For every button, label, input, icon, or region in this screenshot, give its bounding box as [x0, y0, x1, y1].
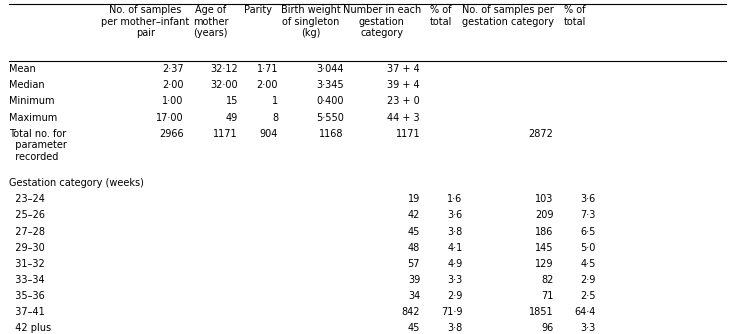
Text: Total no. for
  parameter
  recorded: Total no. for parameter recorded [9, 129, 67, 162]
Text: 48: 48 [408, 243, 420, 253]
Text: 1·71: 1·71 [257, 64, 278, 74]
Text: 129: 129 [535, 259, 553, 269]
Text: 1851: 1851 [529, 307, 553, 317]
Text: 2·5: 2·5 [580, 291, 596, 301]
Text: 1171: 1171 [395, 129, 420, 139]
Text: 45: 45 [408, 226, 420, 236]
Text: 3·6: 3·6 [580, 194, 596, 204]
Text: 23 + 0: 23 + 0 [387, 97, 420, 107]
Text: 15: 15 [226, 97, 238, 107]
Text: Gestation category (weeks): Gestation category (weeks) [9, 178, 143, 188]
Text: 3·6: 3·6 [447, 210, 462, 220]
Text: 32·00: 32·00 [211, 80, 238, 91]
Text: 5·0: 5·0 [580, 243, 596, 253]
Text: 904: 904 [260, 129, 278, 139]
Text: 6·5: 6·5 [580, 226, 596, 236]
Text: 4·5: 4·5 [580, 259, 596, 269]
Text: 71: 71 [541, 291, 553, 301]
Text: 2·37: 2·37 [162, 64, 183, 74]
Text: 27–28: 27–28 [9, 226, 45, 236]
Text: 29–30: 29–30 [9, 243, 45, 253]
Text: 37 + 4: 37 + 4 [387, 64, 420, 74]
Text: 23–24: 23–24 [9, 194, 45, 204]
Text: % of
total: % of total [564, 5, 586, 27]
Text: 5·550: 5·550 [316, 113, 344, 123]
Text: 31–32: 31–32 [9, 259, 45, 269]
Text: 44 + 3: 44 + 3 [387, 113, 420, 123]
Text: 2·00: 2·00 [257, 80, 278, 91]
Text: 1·00: 1·00 [162, 97, 183, 107]
Text: 19: 19 [408, 194, 420, 204]
Text: 0·400: 0·400 [316, 97, 344, 107]
Text: 145: 145 [535, 243, 553, 253]
Text: 45: 45 [408, 323, 420, 333]
Text: 96: 96 [541, 323, 553, 333]
Text: Age of
mother
(years): Age of mother (years) [193, 5, 229, 38]
Text: No. of samples
per mother–infant
pair: No. of samples per mother–infant pair [101, 5, 189, 38]
Text: 49: 49 [226, 113, 238, 123]
Text: 32·12: 32·12 [211, 64, 238, 74]
Text: 42 plus: 42 plus [9, 323, 50, 333]
Text: % of
total: % of total [430, 5, 452, 27]
Text: Birth weight
of singleton
(kg): Birth weight of singleton (kg) [281, 5, 341, 38]
Text: No. of samples per
gestation category: No. of samples per gestation category [462, 5, 554, 27]
Text: 3·3: 3·3 [447, 275, 462, 285]
Text: 8: 8 [272, 113, 278, 123]
Text: 103: 103 [535, 194, 553, 204]
Text: 39 + 4: 39 + 4 [387, 80, 420, 91]
Text: 35–36: 35–36 [9, 291, 45, 301]
Text: 2·9: 2·9 [580, 275, 596, 285]
Text: 57: 57 [408, 259, 420, 269]
Text: 842: 842 [401, 307, 420, 317]
Text: 2·9: 2·9 [447, 291, 462, 301]
Text: 82: 82 [541, 275, 553, 285]
Text: Median: Median [9, 80, 45, 91]
Text: 209: 209 [535, 210, 553, 220]
Text: 2966: 2966 [159, 129, 183, 139]
Text: 25–26: 25–26 [9, 210, 45, 220]
Text: 1: 1 [272, 97, 278, 107]
Text: 3·345: 3·345 [316, 80, 344, 91]
Text: Parity: Parity [244, 5, 272, 15]
Text: 3·3: 3·3 [580, 323, 596, 333]
Text: 34: 34 [408, 291, 420, 301]
Text: 1171: 1171 [213, 129, 238, 139]
Text: 17·00: 17·00 [156, 113, 183, 123]
Text: 7·3: 7·3 [580, 210, 596, 220]
Text: Minimum: Minimum [9, 97, 54, 107]
Text: 37–41: 37–41 [9, 307, 45, 317]
Text: 1168: 1168 [319, 129, 344, 139]
Text: 3·044: 3·044 [316, 64, 344, 74]
Text: 2872: 2872 [529, 129, 553, 139]
Text: 1·6: 1·6 [447, 194, 462, 204]
Text: 4·9: 4·9 [447, 259, 462, 269]
Text: 186: 186 [535, 226, 553, 236]
Text: 3·8: 3·8 [447, 323, 462, 333]
Text: Maximum: Maximum [9, 113, 57, 123]
Text: 42: 42 [408, 210, 420, 220]
Text: 2·00: 2·00 [162, 80, 183, 91]
Text: Number in each
gestation
category: Number in each gestation category [343, 5, 421, 38]
Text: 3·8: 3·8 [447, 226, 462, 236]
Text: 64·4: 64·4 [575, 307, 596, 317]
Text: 4·1: 4·1 [447, 243, 462, 253]
Text: 33–34: 33–34 [9, 275, 45, 285]
Text: 39: 39 [408, 275, 420, 285]
Text: Mean: Mean [9, 64, 35, 74]
Text: 71·9: 71·9 [441, 307, 462, 317]
